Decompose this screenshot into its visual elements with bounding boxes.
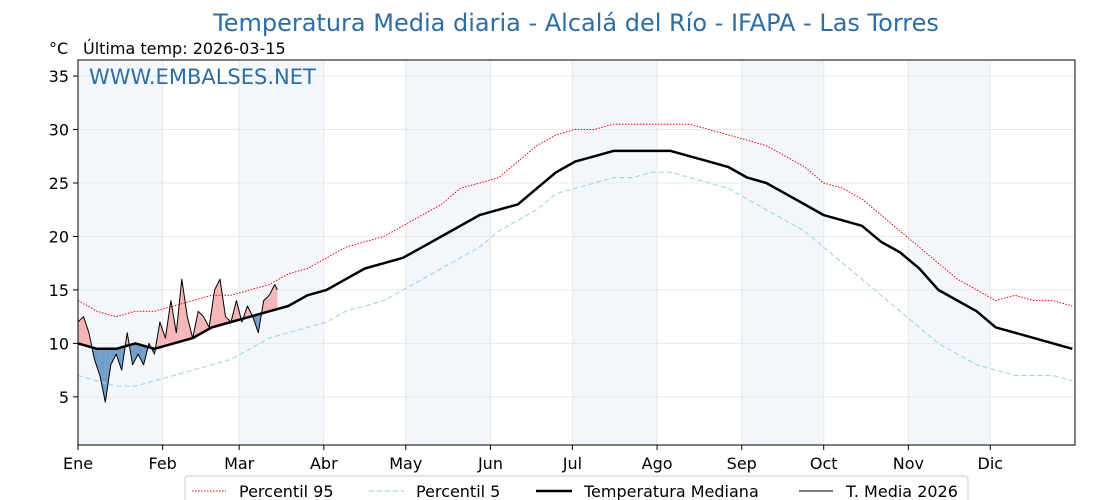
series-mediana-line — [77, 149, 1073, 351]
x-tick-label: May — [389, 454, 422, 473]
legend-label-p5: Percentil 5 — [416, 482, 500, 500]
below-median-fill — [116, 347, 122, 371]
below-median-fill — [110, 348, 117, 365]
above-median-fill — [198, 311, 204, 335]
chart-title: Temperatura Media diaria - Alcalá del Rí… — [212, 9, 939, 37]
below-median-fill — [105, 348, 111, 403]
y-tick-label: 15 — [49, 281, 69, 300]
legend: Percentil 95 Percentil 5 Temperatura Med… — [184, 475, 969, 500]
x-tick-label: Ene — [63, 454, 93, 473]
y-tick-label: 30 — [49, 121, 69, 140]
x-tick-label: Jun — [477, 454, 503, 473]
below-median-fill — [132, 344, 139, 365]
x-tick-label: Mar — [224, 454, 255, 473]
above-median-fill — [83, 316, 89, 347]
month-shade-Ene — [78, 60, 163, 445]
x-tick-label: Feb — [149, 454, 177, 473]
below-median-fill — [99, 348, 106, 403]
above-median-fill — [214, 279, 220, 327]
above-median-fill — [203, 316, 210, 332]
plot-frame — [77, 59, 1076, 446]
y-tick-label: 35 — [49, 67, 69, 86]
below-median-fill — [94, 348, 100, 376]
month-shade-Mar — [239, 60, 324, 445]
month-shade-May — [405, 60, 491, 445]
x-tick-label: Ago — [642, 454, 673, 473]
series-2026-line — [77, 278, 278, 403]
below-median-fill — [138, 344, 144, 365]
last-temp-label: Última temp: 2026-03-15 — [83, 39, 286, 58]
legend-label-p95: Percentil 95 — [239, 482, 334, 500]
legend-label-median: Temperatura Mediana — [583, 482, 759, 500]
x-tick-label: Nov — [893, 454, 924, 473]
above-median-fill — [78, 316, 84, 345]
watermark: WWW.EMBALSES.NET — [89, 65, 316, 89]
y-tick-label: 20 — [49, 227, 69, 246]
x-tick-label: Jul — [562, 454, 582, 473]
series-layer — [77, 123, 1073, 403]
y-axis: 5 10 15 20 25 30 35 — [49, 67, 78, 407]
legend-frame — [184, 475, 969, 500]
legend-label-2026: T. Media 2026 — [845, 482, 958, 500]
month-shade-Sep — [741, 60, 824, 445]
x-tick-label: Oct — [810, 454, 838, 473]
above-median-fill — [181, 279, 188, 342]
unit-label: °C — [49, 39, 68, 58]
x-tick-label: Sep — [727, 454, 757, 473]
x-tick-label: Dic — [978, 454, 1004, 473]
series-percentil-5-line — [77, 171, 1073, 387]
x-tick-label: Abr — [310, 454, 338, 473]
grid-lines — [77, 60, 1075, 445]
above-median-fill — [269, 284, 275, 312]
x-axis: Ene Feb Mar Abr May Jun Jul Ago Sep Oct Nov Dic — [63, 445, 1003, 473]
series-percentil-95-line — [77, 123, 1073, 318]
y-tick-label: 25 — [49, 174, 69, 193]
above-median-fill — [159, 322, 166, 348]
y-tick-label: 10 — [49, 334, 69, 353]
month-shade-Jul — [572, 60, 658, 445]
month-shade-Nov — [908, 60, 991, 445]
y-tick-label: 5 — [59, 388, 69, 407]
month-shading — [78, 60, 991, 445]
above-median-fill — [274, 284, 278, 310]
